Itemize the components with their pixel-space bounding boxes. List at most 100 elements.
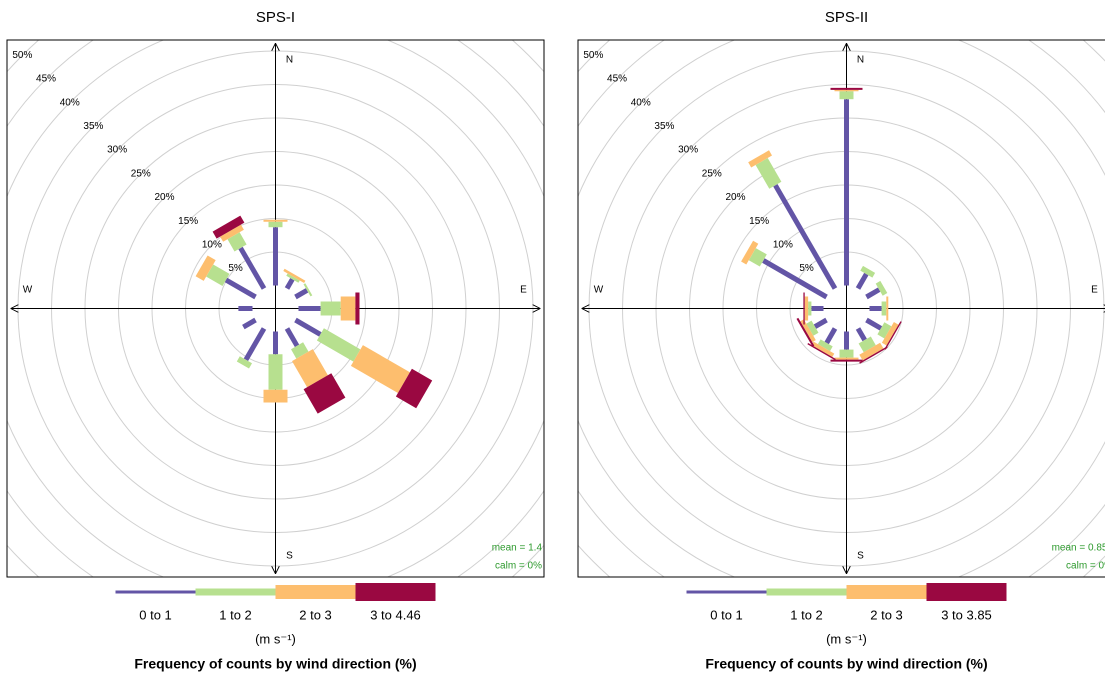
compass-label: E xyxy=(1091,285,1098,296)
compass-label: S xyxy=(857,551,864,562)
wind-bar xyxy=(303,373,346,414)
legend-label: 1 to 2 xyxy=(219,607,252,622)
wind-bar xyxy=(865,287,881,300)
compass-label: W xyxy=(23,285,33,296)
wind-bar xyxy=(263,389,288,403)
wind-bar xyxy=(844,99,849,286)
wind-bar xyxy=(220,224,244,242)
wind-bar xyxy=(817,339,833,352)
wind-bar xyxy=(858,336,876,353)
r-tick-label: 5% xyxy=(799,263,814,274)
wind-bar xyxy=(808,301,812,316)
r-tick-label: 15% xyxy=(178,216,198,227)
legend-label: 3 to 4.46 xyxy=(370,607,421,622)
legend-label: 2 to 3 xyxy=(870,607,903,622)
r-tick-label: 15% xyxy=(749,216,769,227)
wind-bar xyxy=(283,268,306,283)
wind-bar xyxy=(811,306,824,311)
r-tick-label: 40% xyxy=(631,97,651,108)
wind-bar xyxy=(881,301,887,316)
wind-bar xyxy=(294,317,322,337)
wind-bar xyxy=(268,221,283,228)
wind-bar xyxy=(773,184,838,290)
wind-bar xyxy=(748,150,772,168)
plot-area: 5% 10% 15% 20% 25% 30% 35% 40% 45% 50% N E S W xyxy=(7,40,544,577)
r-tick-label: 30% xyxy=(678,145,698,156)
wind-bar xyxy=(859,346,888,364)
wind-bar xyxy=(268,354,283,390)
r-tick-label: 50% xyxy=(583,50,603,61)
compass-label: W xyxy=(594,285,604,296)
legend-swatch xyxy=(355,583,436,601)
wind-bar xyxy=(813,317,828,329)
grid-ring xyxy=(578,40,1105,577)
wind-bar xyxy=(865,317,883,331)
wind-bar xyxy=(839,349,854,358)
r-tick-label: 5% xyxy=(228,263,243,274)
wind-bar xyxy=(839,91,854,100)
wind-bar xyxy=(294,288,309,300)
wind-bar xyxy=(273,227,278,286)
r-tick-label: 10% xyxy=(202,240,222,251)
wind-bar xyxy=(830,87,863,90)
wind-bar xyxy=(284,278,295,290)
legend-label: 0 to 1 xyxy=(139,607,172,622)
wind-bar xyxy=(884,321,902,350)
wind-bar xyxy=(741,240,759,265)
wind-bar xyxy=(206,264,230,286)
legend-swatch xyxy=(766,588,847,596)
wind-bar xyxy=(273,331,278,355)
wind-bar xyxy=(292,349,328,388)
wind-bar xyxy=(236,356,252,369)
r-tick-label: 35% xyxy=(83,121,103,132)
wind-bar xyxy=(855,272,869,290)
wind-bar xyxy=(881,322,899,346)
legend-label: 0 to 1 xyxy=(710,607,743,622)
wind-bar xyxy=(227,232,247,252)
panel-title: SPS-II xyxy=(825,9,868,26)
stat-label: calm = 0% xyxy=(495,561,542,572)
grid-ring xyxy=(7,40,544,577)
compass-label: N xyxy=(857,55,864,66)
panel-border xyxy=(6,39,545,578)
wind-bar xyxy=(748,248,767,267)
compass-label: N xyxy=(286,55,293,66)
wind-bar xyxy=(242,317,257,330)
wind-bar xyxy=(860,265,876,278)
wind-bar xyxy=(195,255,216,281)
wind-bar xyxy=(243,327,267,361)
wind-bar xyxy=(238,246,267,290)
wind-bar xyxy=(291,342,309,359)
compass-label: S xyxy=(286,551,293,562)
wind-bar xyxy=(855,327,867,342)
r-tick-label: 45% xyxy=(36,74,56,85)
wind-bar xyxy=(875,280,888,296)
legend-swatch xyxy=(275,585,356,599)
r-tick-label: 35% xyxy=(654,121,674,132)
wind-bar xyxy=(796,317,815,347)
wind-bar xyxy=(224,277,257,300)
wind-bar xyxy=(238,306,253,311)
wind-bar xyxy=(830,359,863,362)
legend-swatch xyxy=(195,588,276,596)
r-tick-label: 50% xyxy=(12,50,32,61)
wind-bar xyxy=(284,327,300,348)
r-tick-label: 45% xyxy=(607,74,627,85)
wind-bar xyxy=(298,306,321,311)
r-tick-label: 20% xyxy=(154,192,174,203)
grid-ring xyxy=(578,40,1105,577)
wind-bar xyxy=(340,296,356,321)
legend-swatch xyxy=(846,585,927,599)
r-tick-label: 25% xyxy=(702,168,722,179)
wind-bar xyxy=(350,345,410,393)
wind-bar xyxy=(869,306,882,311)
legend-label: 2 to 3 xyxy=(299,607,332,622)
r-tick-label: 40% xyxy=(60,97,80,108)
caption: Frequency of counts by wind direction (%… xyxy=(134,656,416,672)
wind-bar xyxy=(811,341,835,357)
stat-label: calm = 0% xyxy=(1066,561,1105,572)
panel-border xyxy=(577,39,1105,578)
wind-bar xyxy=(263,219,288,222)
wind-bar xyxy=(807,343,836,361)
